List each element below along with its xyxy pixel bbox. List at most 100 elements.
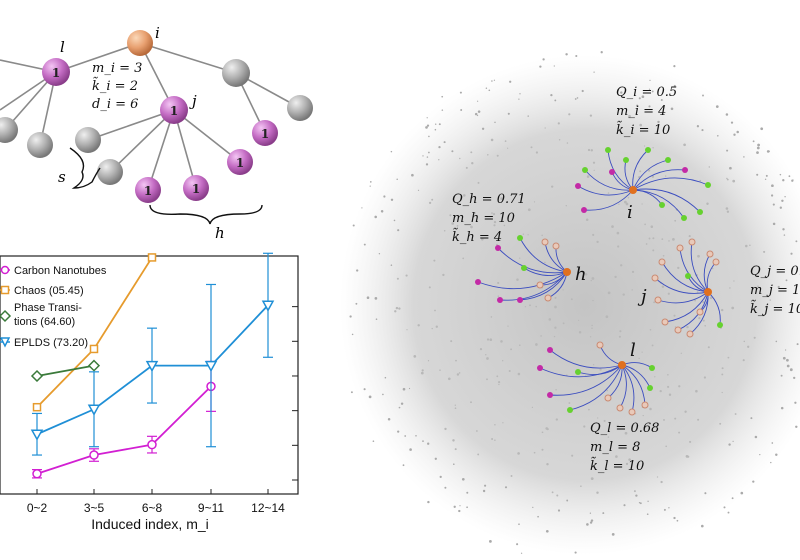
background-node <box>494 439 496 442</box>
background-node <box>453 505 456 508</box>
background-node <box>497 295 500 297</box>
background-node <box>470 225 473 229</box>
background-node <box>455 359 457 362</box>
background-node <box>796 343 799 346</box>
background-node <box>673 65 676 68</box>
background-node <box>491 212 493 214</box>
x-axis-title: Induced index, m_i <box>91 516 209 532</box>
background-node <box>670 107 674 111</box>
background-node <box>586 175 590 178</box>
background-node <box>648 88 651 90</box>
background-node <box>369 185 371 187</box>
background-node <box>646 513 649 516</box>
leaf-node <box>651 274 659 282</box>
background-node <box>507 112 510 115</box>
background-node <box>731 306 735 310</box>
background-node <box>489 540 492 543</box>
background-node <box>425 126 428 129</box>
series-3 <box>30 252 275 456</box>
hub-edge <box>664 291 709 323</box>
background-node <box>390 264 393 266</box>
purple-node <box>227 149 253 175</box>
background-node <box>397 229 400 232</box>
background-node <box>480 237 484 241</box>
background-node <box>402 464 405 467</box>
hub-annotations: Q_i = 0.5 m_i = 4 k̃_i = 10 Q_h = 0.71 m… <box>452 85 800 474</box>
background-node <box>622 293 625 296</box>
background-node <box>510 348 513 351</box>
background-node <box>530 146 533 149</box>
background-node <box>667 385 670 388</box>
background-node <box>498 383 500 386</box>
background-node <box>394 310 397 313</box>
background-node <box>702 319 705 322</box>
background-node <box>461 477 465 481</box>
background-node <box>507 325 509 327</box>
data-point <box>147 439 157 450</box>
background-node <box>363 243 366 246</box>
x-tick-label: 3~5 <box>84 501 105 515</box>
background-node <box>702 300 705 304</box>
annotation-line: d_i = 6 <box>92 97 138 112</box>
background-node <box>770 194 774 197</box>
background-node <box>652 147 654 149</box>
background-node <box>771 442 774 444</box>
background-node <box>708 166 711 168</box>
background-node <box>361 207 363 209</box>
background-node <box>554 305 557 309</box>
leaf-node <box>552 242 560 250</box>
leaf-node <box>697 209 703 215</box>
background-node <box>657 120 660 124</box>
background-node <box>707 346 710 349</box>
background-node <box>517 372 521 376</box>
background-node <box>794 401 797 404</box>
background-node <box>607 192 610 194</box>
background-node <box>752 480 755 483</box>
background-node <box>603 419 606 422</box>
background-node <box>698 316 701 320</box>
background-node <box>460 109 463 111</box>
leaf-node <box>661 318 669 326</box>
annotation-j-3: k̃_j = 10 <box>750 300 800 317</box>
background-node <box>404 435 407 437</box>
panel-b-chart: 0~2 3~5 6~8 9~11 12~14 Carbon Nanotubes Chao… <box>0 252 299 532</box>
background-node <box>726 149 729 152</box>
leaf-node <box>628 408 636 416</box>
background-node <box>699 179 702 182</box>
background-node <box>662 254 665 257</box>
series-line <box>36 385 212 475</box>
background-node <box>508 370 511 372</box>
leaf-node <box>582 167 588 173</box>
background-node <box>618 335 621 338</box>
background-node <box>451 150 454 153</box>
background-node <box>659 389 662 393</box>
badge-j: 1 <box>170 104 178 118</box>
leaf-node <box>604 394 612 402</box>
background-node <box>485 87 488 90</box>
background-node <box>788 175 791 178</box>
background-node <box>631 270 635 274</box>
background-node <box>591 324 593 327</box>
background-node <box>390 150 393 153</box>
brace-s <box>69 147 101 189</box>
background-node <box>541 234 543 237</box>
hub-edge <box>549 349 623 369</box>
background-node <box>781 199 784 203</box>
label-j: j <box>189 92 197 110</box>
leaf-node <box>641 401 649 409</box>
background-node <box>661 238 664 240</box>
leaf-node <box>517 235 523 241</box>
background-node <box>620 91 623 94</box>
background-node <box>450 340 453 343</box>
leaf-node <box>682 167 688 173</box>
series-1 <box>32 253 157 412</box>
background-node <box>607 436 610 438</box>
background-node <box>760 127 764 131</box>
background-node <box>574 551 577 554</box>
background-node <box>504 486 508 489</box>
background-node <box>756 146 760 150</box>
background-node <box>369 181 372 183</box>
background-node <box>789 368 793 372</box>
gray-node <box>75 127 101 153</box>
background-node <box>387 418 391 421</box>
